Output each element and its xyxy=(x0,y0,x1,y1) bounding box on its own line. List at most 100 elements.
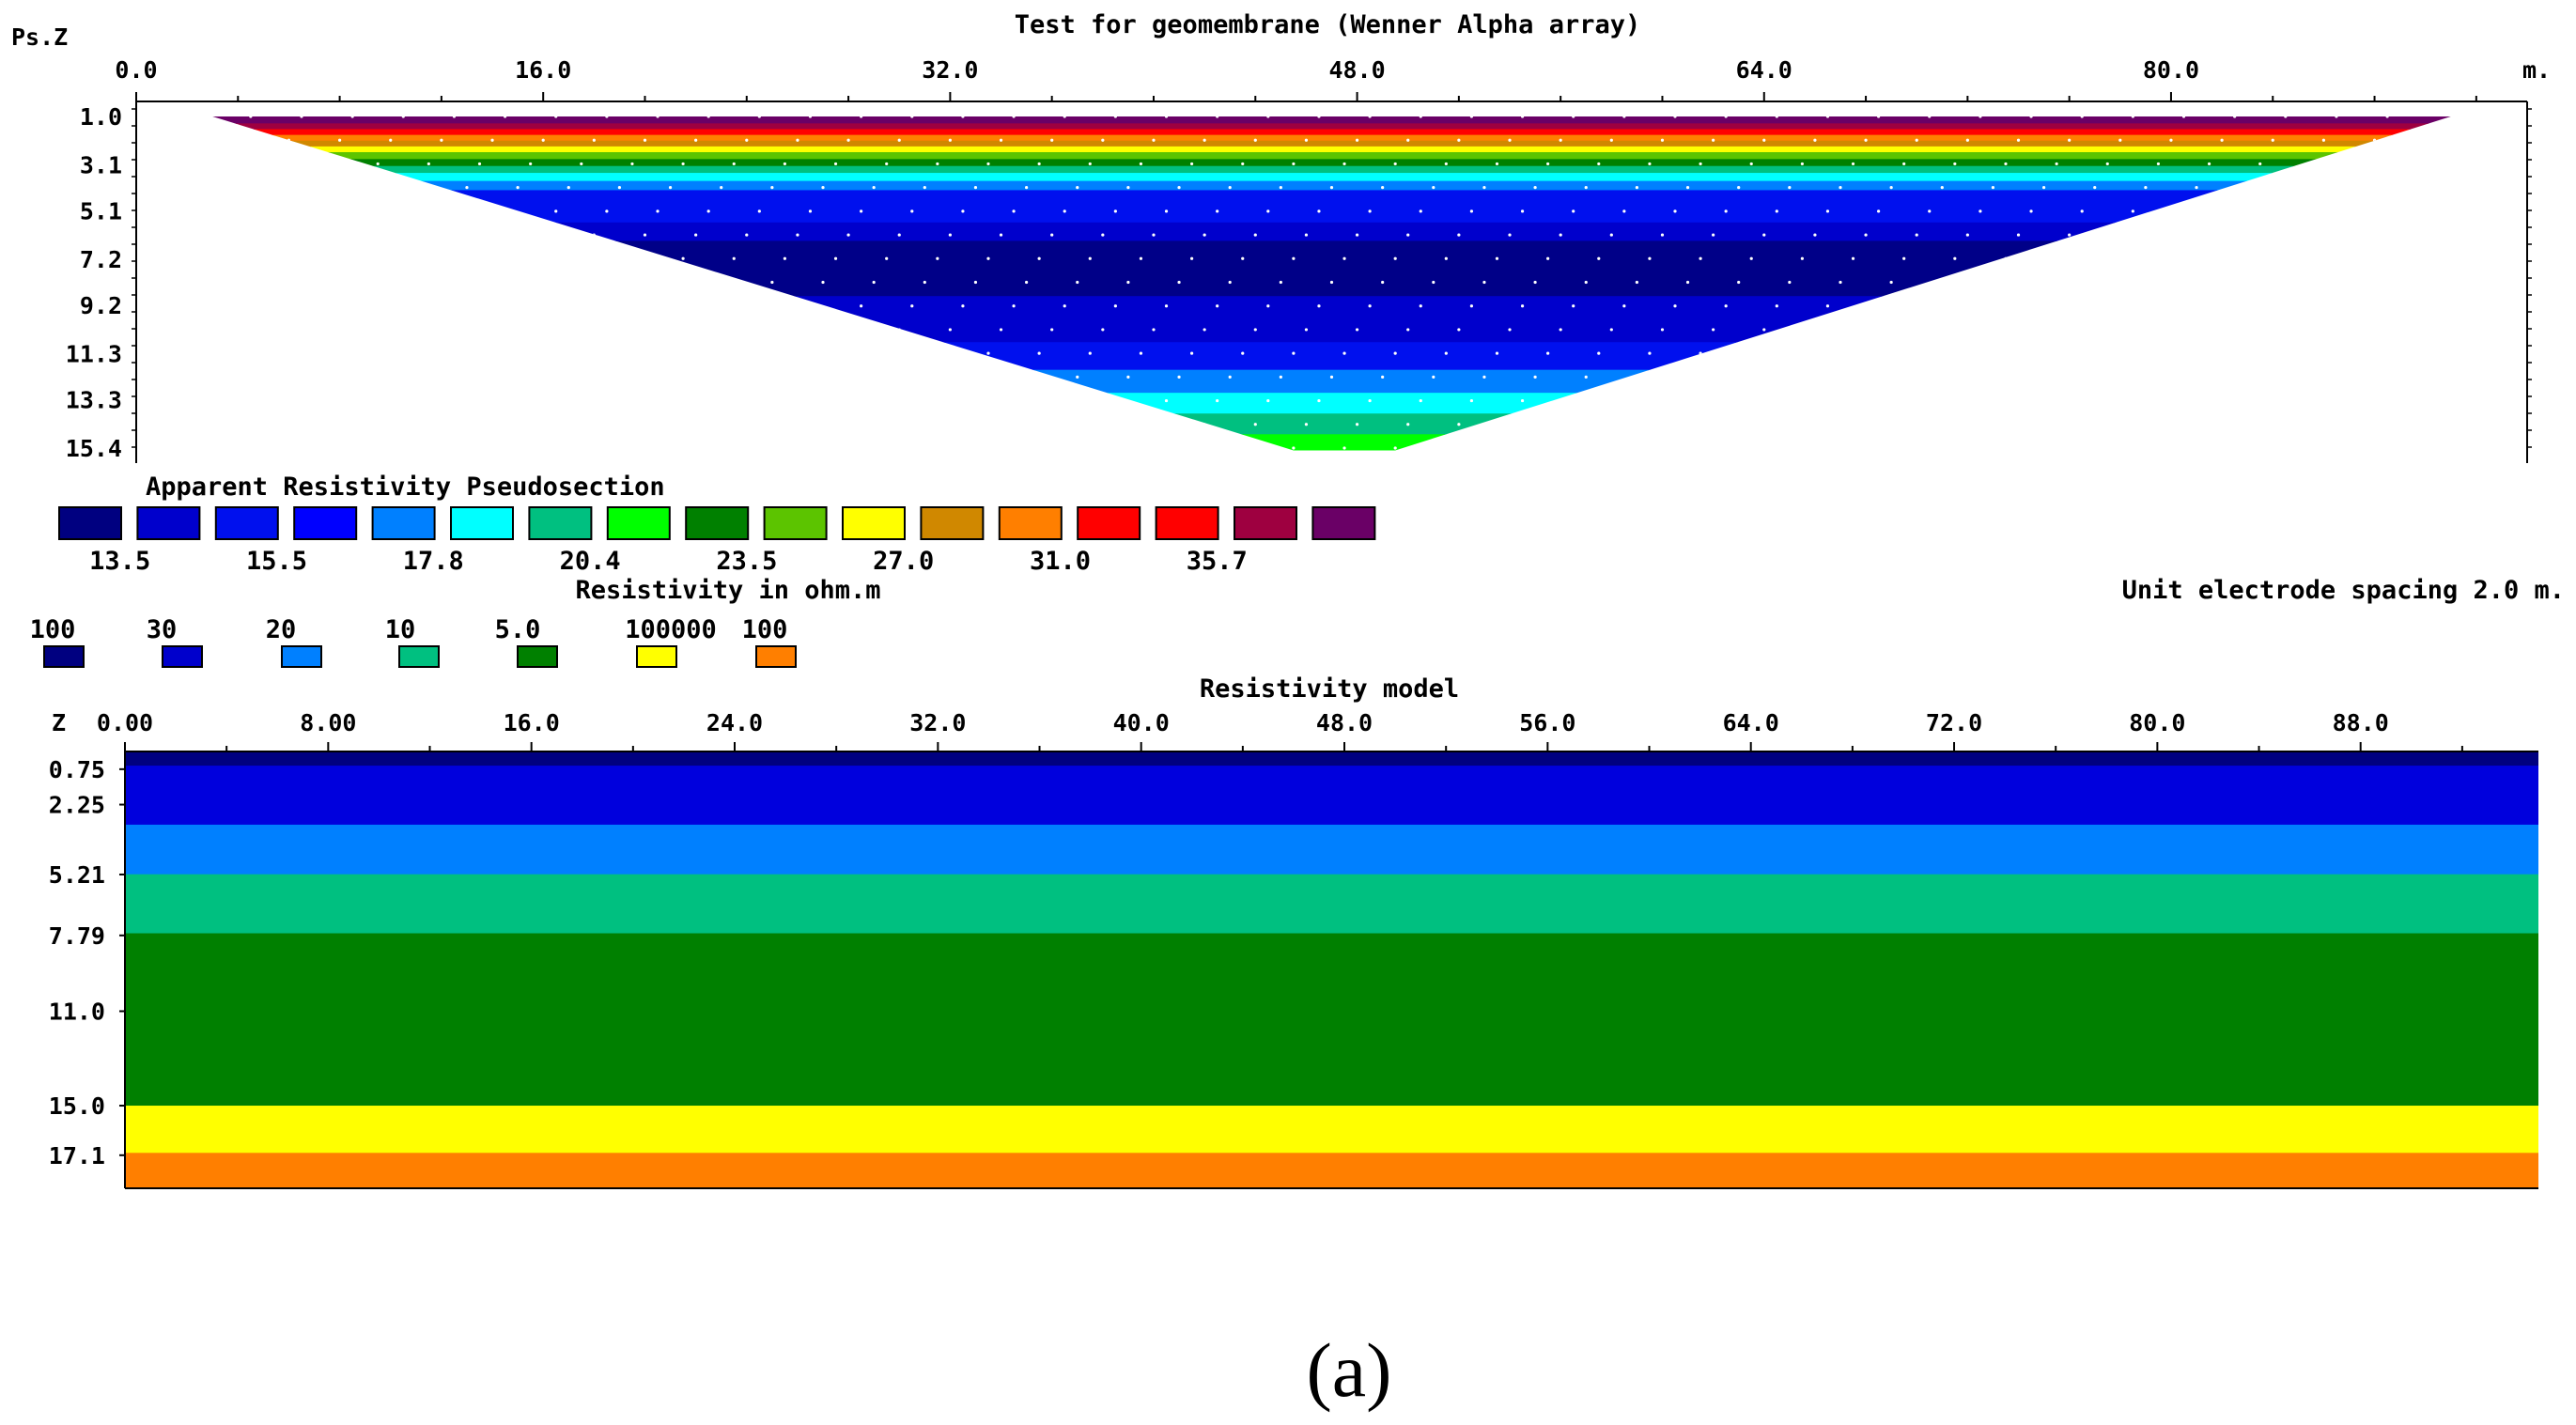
data-point xyxy=(694,328,698,332)
data-point xyxy=(796,138,799,142)
x-tick-label: 48.0 xyxy=(1328,56,1385,84)
pseudosection-band xyxy=(212,134,2451,142)
data-point xyxy=(1635,280,1638,285)
data-point xyxy=(592,328,596,332)
data-point xyxy=(630,351,634,355)
pseudosection-data-points xyxy=(249,116,2389,450)
y-tick-label: 7.2 xyxy=(80,246,122,273)
y-tick-label: 0.75 xyxy=(49,756,105,783)
data-point xyxy=(2041,186,2046,190)
data-point xyxy=(1877,398,1881,403)
x-tick-label: 64.0 xyxy=(1723,709,1779,736)
data-point xyxy=(630,162,634,166)
data-point xyxy=(1953,351,1957,355)
x-tick-label: 80.0 xyxy=(2143,56,2199,84)
data-point xyxy=(1419,398,1422,403)
data-point xyxy=(1406,233,1410,237)
data-point xyxy=(1724,116,1728,118)
data-point xyxy=(1979,304,1982,308)
data-point xyxy=(2156,162,2161,166)
data-point xyxy=(1203,233,1206,237)
data-point xyxy=(808,304,813,308)
pseudosection-band xyxy=(212,123,2451,131)
data-point xyxy=(999,328,1003,332)
data-point xyxy=(1304,233,1309,237)
data-point xyxy=(720,280,723,285)
data-point xyxy=(1203,328,1206,332)
data-point xyxy=(1622,116,1626,118)
y-tick-label: 5.1 xyxy=(80,198,122,225)
data-point xyxy=(783,351,786,355)
data-point xyxy=(1762,233,1766,237)
data-point xyxy=(1839,280,1842,285)
y-tick-label: 11.0 xyxy=(49,998,105,1025)
data-point xyxy=(1965,328,1969,332)
data-point xyxy=(1063,304,1066,308)
pseudosection-panel: Test for geomembrane (Wenner Alpha array… xyxy=(11,10,2551,463)
data-point xyxy=(287,138,291,142)
data-point xyxy=(1788,280,1792,285)
model-layers xyxy=(125,751,2538,1189)
data-point xyxy=(1864,138,1868,142)
data-point xyxy=(1253,328,1257,332)
legend-label: 20.4 xyxy=(560,547,621,576)
data-point xyxy=(2016,328,2021,332)
data-point xyxy=(1076,280,1079,285)
x-tick-label: 0.00 xyxy=(97,709,153,736)
data-point xyxy=(1317,209,1321,213)
data-point xyxy=(1775,304,1778,308)
data-point xyxy=(1965,138,1969,142)
data-point xyxy=(1622,304,1626,308)
data-point xyxy=(1991,280,1995,285)
data-point xyxy=(1063,398,1066,403)
data-point xyxy=(529,256,533,260)
legend-swatch xyxy=(528,506,593,540)
data-point xyxy=(1673,209,1677,213)
model-legend-swatch xyxy=(398,645,440,668)
data-point xyxy=(1635,375,1638,379)
data-point xyxy=(1800,351,1804,355)
pseudosection-band xyxy=(212,434,2451,451)
data-point xyxy=(1584,186,1588,190)
data-point xyxy=(1266,116,1270,118)
data-point xyxy=(1292,256,1296,260)
data-point xyxy=(2220,233,2224,237)
data-point xyxy=(529,162,533,166)
pseudosection-title: Test for geomembrane (Wenner Alpha array… xyxy=(1015,10,1640,39)
data-point xyxy=(1813,328,1817,332)
data-point xyxy=(1012,116,1016,118)
legend-swatch xyxy=(998,506,1063,540)
data-point xyxy=(860,209,863,213)
data-point xyxy=(1342,256,1346,260)
pseudosection-band xyxy=(212,240,2451,297)
data-point xyxy=(1673,304,1677,308)
data-point xyxy=(1495,162,1499,166)
data-point xyxy=(1342,351,1346,355)
data-point xyxy=(1915,423,1918,426)
legend-label: 13.5 xyxy=(89,547,150,576)
data-point xyxy=(1559,423,1562,426)
data-point xyxy=(796,328,799,332)
data-point xyxy=(1063,116,1066,118)
data-point xyxy=(1609,233,1613,237)
data-point xyxy=(1317,116,1321,118)
data-point xyxy=(668,280,673,285)
model-legend-label: 5.0 xyxy=(495,615,541,644)
model-legend-label: 10 xyxy=(385,615,416,644)
data-point xyxy=(2195,186,2198,190)
data-point xyxy=(1864,328,1868,332)
pseudosection-band xyxy=(212,413,2451,435)
data-point xyxy=(1622,398,1626,403)
legend-label: 15.5 xyxy=(246,547,307,576)
data-point xyxy=(1393,162,1397,166)
data-point xyxy=(554,116,558,118)
data-point xyxy=(1813,138,1817,142)
data-point xyxy=(1228,280,1232,285)
apparent-resistivity-legend: Apparent Resistivity Pseudosection 13.5 1… xyxy=(58,472,2565,605)
data-point xyxy=(986,351,990,355)
data-point xyxy=(1520,116,1525,118)
legend-unit-label: Resistivity in ohm.m xyxy=(575,576,880,605)
data-point xyxy=(1685,375,1690,379)
resistivity-model-panel: Resistivity model Z 0.00 8.00 16.0 24.0 32.0… xyxy=(49,674,2538,1189)
data-point xyxy=(617,280,622,285)
